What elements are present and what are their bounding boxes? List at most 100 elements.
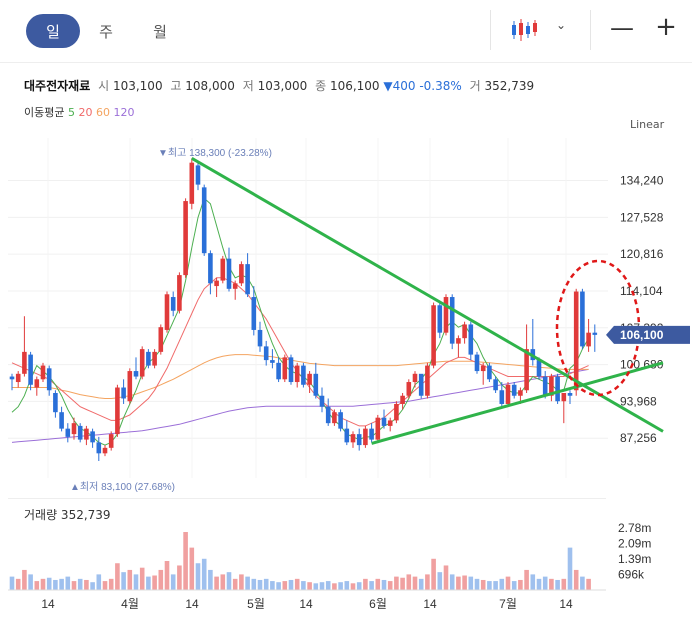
candle-body: [425, 365, 430, 396]
candle-body: [276, 362, 281, 380]
volume-bar: [400, 577, 405, 590]
volume-bar: [164, 561, 170, 590]
volume-bar: [425, 574, 430, 590]
candle: [102, 445, 108, 457]
zoom-in-button[interactable]: +: [655, 12, 677, 42]
candle-body: [53, 393, 58, 413]
candle-body: [195, 165, 201, 185]
volume-bar: [387, 581, 393, 590]
volume-value: 352,739: [484, 79, 535, 93]
candle-body: [518, 390, 523, 396]
tab-month[interactable]: 월: [153, 22, 167, 41]
volume-bar: [90, 582, 95, 590]
candle: [22, 316, 27, 377]
candle-body: [22, 351, 27, 374]
candle: [474, 351, 480, 374]
candle-body: [301, 365, 306, 385]
close-value: 106,100: [329, 79, 380, 93]
volume-bar: [394, 576, 399, 590]
candle-body: [15, 373, 21, 383]
candle: [158, 324, 164, 355]
candle: [499, 382, 505, 407]
candle-body: [325, 406, 331, 424]
moving-average-legend[interactable]: 이동평균 5 20 60 120: [24, 104, 134, 120]
candle: [146, 349, 151, 369]
volume-bar: [77, 578, 83, 590]
volume-bar: [437, 572, 443, 590]
candle-body: [561, 393, 567, 402]
volume-bar: [487, 581, 492, 590]
volume-bar: [307, 582, 312, 590]
x-tick-label: 6월: [369, 597, 387, 611]
volume-bar: [313, 583, 319, 590]
volume-bar: [468, 576, 474, 590]
candle: [115, 384, 120, 437]
candle-body: [313, 373, 319, 396]
zoom-out-button[interactable]: —: [610, 14, 634, 42]
divider: [490, 10, 491, 50]
ma60-line: [12, 354, 589, 399]
tab-day[interactable]: 일: [26, 14, 80, 48]
volume-bar: [127, 569, 133, 590]
candle: [65, 423, 71, 443]
candle: [375, 414, 381, 443]
candle: [96, 436, 102, 461]
candle: [592, 324, 598, 352]
volume-bar: [34, 581, 40, 590]
volume-bar: [84, 579, 89, 590]
candle: [369, 423, 374, 443]
candlestick-icon[interactable]: [510, 18, 538, 42]
open-label: 시: [98, 79, 110, 93]
price-chart[interactable]: 134,240127,528120,816114,104107,392100,6…: [0, 130, 692, 498]
candle: [387, 417, 393, 432]
volume-bar: [505, 576, 511, 590]
candle-body: [549, 376, 554, 396]
volume-bar: [499, 578, 505, 590]
low-label: 저: [242, 79, 254, 93]
candle: [462, 321, 467, 344]
volume-bar: [276, 582, 281, 590]
candle: [164, 291, 170, 333]
candle-body: [437, 305, 443, 333]
ma120-label: 120: [113, 106, 135, 119]
volume-bar: [418, 578, 424, 590]
candle: [53, 390, 58, 418]
candle-body: [487, 365, 492, 380]
candle-body: [251, 297, 257, 330]
candle: [412, 371, 418, 388]
candle: [313, 362, 319, 399]
candle: [201, 184, 207, 256]
volume-bar: [294, 578, 300, 590]
volume-bar: [356, 582, 362, 590]
candle: [561, 393, 567, 424]
candle: [257, 321, 263, 352]
volume-bar: [549, 578, 554, 590]
ma5-label: 5: [67, 106, 75, 119]
candle-body: [462, 324, 467, 339]
candle-body: [412, 373, 418, 383]
volume-bar: [511, 581, 517, 590]
volume-bar: [530, 574, 536, 590]
candle-body: [270, 360, 275, 363]
candle: [332, 409, 337, 426]
high-price-label: ▼최고 138,300 (-23.28%): [158, 147, 272, 159]
candle: [170, 291, 176, 317]
candle-body: [580, 291, 585, 347]
candle: [456, 335, 461, 358]
candle: [406, 379, 412, 399]
tab-week[interactable]: 주: [99, 22, 113, 41]
candle-body: [493, 379, 498, 391]
x-tick-label: 7월: [499, 597, 517, 611]
candle: [9, 373, 15, 391]
candle: [40, 362, 46, 383]
candle: [121, 379, 126, 404]
candle-body: [369, 428, 374, 440]
candle: [220, 255, 226, 284]
chart-type-dropdown[interactable]: ⌄: [556, 18, 567, 32]
scale-selector[interactable]: Linear: [630, 118, 665, 131]
candle-body: [40, 365, 46, 380]
volume-bar: [195, 563, 201, 590]
volume-bar: [121, 572, 126, 590]
volume-bar: [412, 576, 418, 590]
candle: [232, 280, 238, 300]
